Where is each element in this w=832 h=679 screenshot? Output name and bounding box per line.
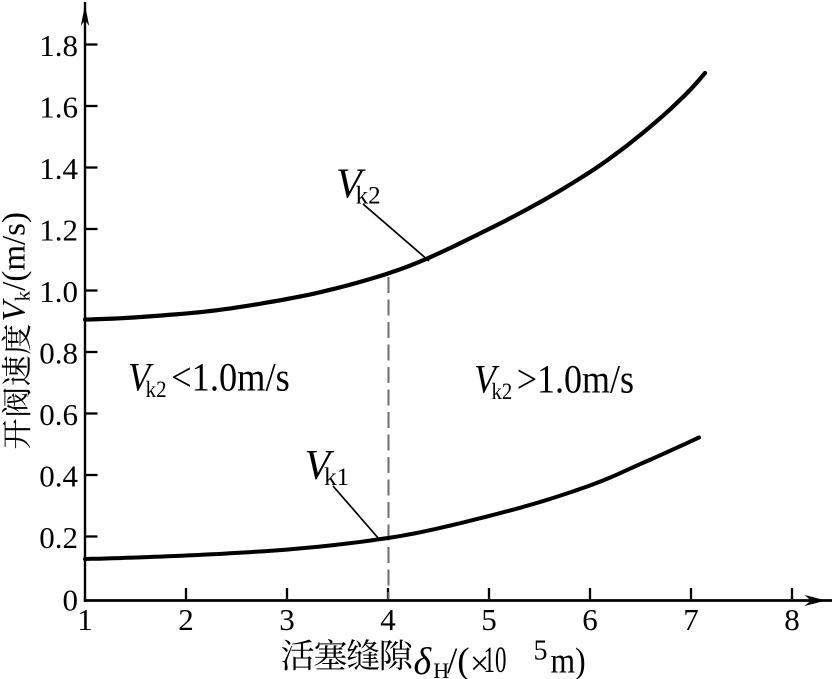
- svg-text:0.4: 0.4: [39, 459, 78, 494]
- svg-text:4: 4: [380, 602, 396, 637]
- svg-text:8: 8: [784, 602, 800, 637]
- svg-text:7: 7: [683, 602, 699, 637]
- svg-text:1.2: 1.2: [39, 213, 78, 248]
- svg-text:6: 6: [582, 602, 598, 637]
- svg-text:0.6: 0.6: [39, 397, 78, 432]
- svg-text:1: 1: [77, 602, 93, 637]
- svg-text:1.8: 1.8: [39, 28, 78, 63]
- svg-text:5: 5: [534, 636, 548, 667]
- svg-text:×: ×: [470, 646, 489, 679]
- svg-text:/(: /(: [447, 641, 470, 679]
- svg-text:H: H: [433, 658, 449, 679]
- svg-text:10: 10: [484, 640, 507, 679]
- svg-text:m): m): [551, 642, 586, 679]
- svg-text:2: 2: [178, 602, 194, 637]
- svg-text:0: 0: [63, 583, 79, 618]
- svg-text:1.0: 1.0: [39, 274, 78, 309]
- svg-text:Vk/(m/s): Vk/(m/s): [0, 212, 35, 322]
- svg-text:Vk2<1.0m/s: Vk2 <1.0m/s: [128, 356, 290, 402]
- svg-text:1.6: 1.6: [39, 90, 78, 125]
- svg-text:1.4: 1.4: [39, 151, 78, 186]
- svg-text:Vk2>1.0m/s: Vk2 >1.0m/s: [474, 358, 634, 404]
- svg-text:3: 3: [279, 602, 295, 637]
- svg-text:5: 5: [481, 602, 497, 637]
- svg-text:0.8: 0.8: [39, 336, 78, 371]
- svg-text:0.2: 0.2: [39, 520, 78, 555]
- svg-text:δ: δ: [414, 641, 433, 679]
